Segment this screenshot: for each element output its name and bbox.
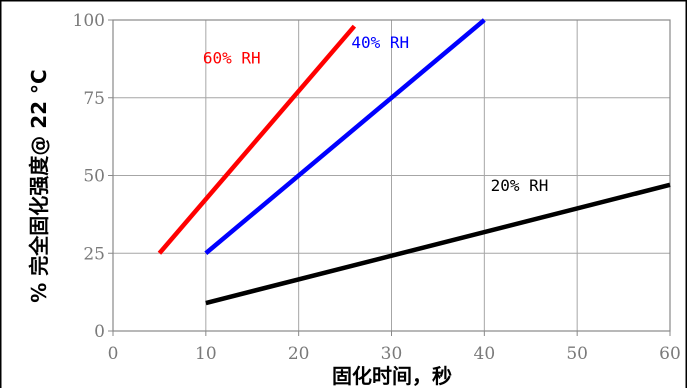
grid bbox=[113, 20, 671, 331]
y-tick-label: 25 bbox=[83, 244, 105, 264]
series-label: 60% RH bbox=[203, 48, 261, 67]
x-tick-label: 50 bbox=[566, 344, 588, 364]
series-label: 20% RH bbox=[491, 176, 549, 195]
y-tick-label: 75 bbox=[83, 89, 105, 109]
series-line-20-rh bbox=[205, 182, 671, 306]
x-tick-label: 0 bbox=[108, 344, 119, 364]
y-tick-label: 50 bbox=[83, 167, 105, 187]
y-axis-title: % 完全固化强度@ 22 °C bbox=[27, 69, 51, 302]
x-tick-label: 10 bbox=[195, 344, 217, 364]
series-line-60-rh bbox=[157, 24, 357, 255]
x-tick-label: 60 bbox=[659, 344, 681, 364]
series-label: 40% RH bbox=[351, 33, 409, 52]
y-tick-label: 0 bbox=[94, 322, 105, 342]
series bbox=[157, 18, 671, 306]
x-tick-label: 40 bbox=[474, 344, 496, 364]
x-tick-label: 30 bbox=[381, 344, 403, 364]
series-line-40-rh bbox=[204, 18, 486, 255]
x-axis-title: 固化时间，秒 bbox=[332, 364, 452, 388]
annotations: 60% RH 40% RH 20% RH bbox=[203, 33, 549, 195]
y-tick-label: 100 bbox=[73, 11, 105, 31]
ticks: 0 10 20 30 40 50 60 0 25 50 75 100 bbox=[73, 11, 681, 364]
x-tick-label: 20 bbox=[288, 344, 310, 364]
